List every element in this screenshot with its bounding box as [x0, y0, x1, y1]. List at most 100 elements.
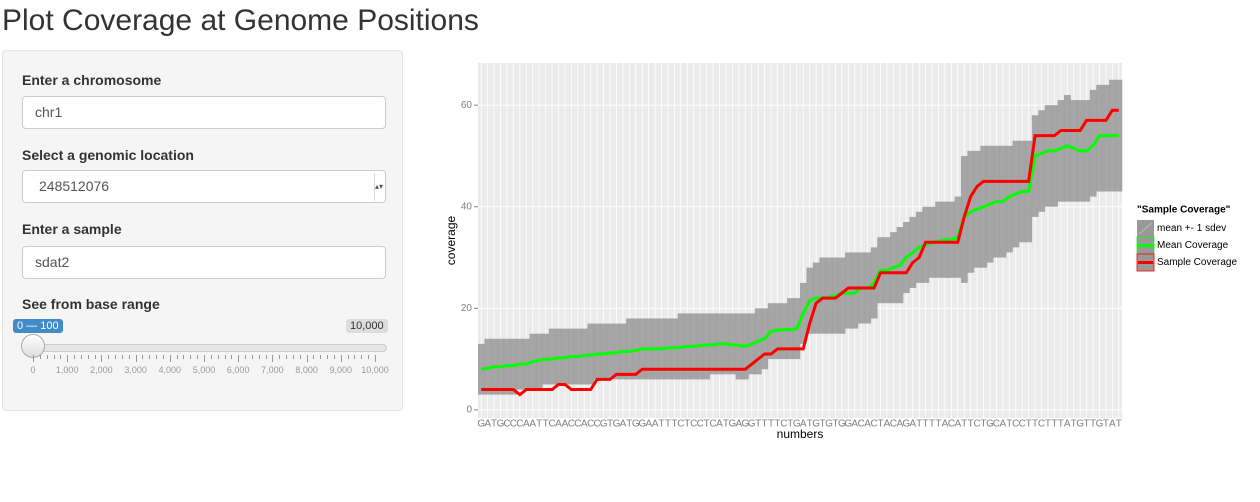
legend-key-line: [1138, 222, 1153, 235]
x-tick-label: T: [1045, 419, 1051, 430]
x-tick-label: T: [658, 419, 664, 430]
slider-minor-tick: [292, 355, 294, 359]
x-tick-label: T: [1058, 419, 1064, 430]
x-tick-label: G: [838, 419, 846, 430]
sdev-band: [1038, 110, 1046, 212]
slider-minor-tick: [361, 355, 363, 359]
slider-handle[interactable]: [21, 334, 45, 358]
x-tick-label: C: [574, 419, 581, 430]
slider-tick-label: 7,000: [261, 365, 284, 375]
x-tick-label: G: [793, 419, 801, 430]
sdev-band: [600, 323, 608, 380]
x-tick-label: A: [562, 419, 569, 430]
slider-minor-tick: [115, 355, 117, 359]
x-tick-label: T: [684, 419, 690, 430]
slider-minor-tick: [354, 355, 356, 359]
x-tick-label: T: [807, 419, 813, 430]
x-tick-label: T: [704, 419, 710, 430]
sdev-band: [838, 257, 846, 334]
x-tick-label: T: [768, 419, 774, 430]
x-tick-label: G: [825, 419, 833, 430]
slider-tick: [135, 355, 137, 362]
sdev-band: [593, 323, 601, 380]
slider-minor-tick: [197, 355, 199, 359]
x-tick-label: T: [671, 419, 677, 430]
slider-track[interactable]: [33, 344, 387, 352]
slider-minor-tick: [333, 355, 335, 359]
y-tick-label: 60: [461, 100, 473, 111]
x-tick-label: T: [1026, 419, 1032, 430]
x-tick-label: T: [929, 419, 935, 430]
x-tick-label: T: [819, 419, 825, 430]
x-tick-label: G: [638, 419, 646, 430]
slider-tick-label: 6,000: [226, 365, 250, 375]
slider-tick-label: 9,000: [329, 365, 353, 375]
slider-tick-label: 4,000: [158, 365, 182, 375]
sdev-band: [819, 257, 827, 334]
x-tick-label: C: [594, 419, 601, 430]
slider-minor-tick: [53, 355, 55, 359]
x-tick-label: C: [677, 419, 684, 430]
x-tick-label: T: [832, 419, 838, 430]
slider-minor-tick: [94, 355, 96, 359]
x-tick-label: T: [968, 419, 974, 430]
x-tick-label: A: [735, 419, 742, 430]
x-tick-label: C: [709, 419, 716, 430]
x-tick-label: T: [491, 419, 497, 430]
sdev-band: [1115, 79, 1123, 192]
slider-minor-tick: [245, 355, 247, 359]
x-tick-label: A: [716, 419, 723, 430]
x-tick-label: T: [980, 419, 986, 430]
x-tick-label: T: [536, 419, 542, 430]
x-tick-label: T: [923, 419, 929, 430]
x-tick-label: T: [961, 419, 967, 430]
sample-input[interactable]: sdat2: [22, 246, 386, 279]
x-tick-label: G: [1096, 419, 1104, 430]
x-tick-label: A: [645, 419, 652, 430]
sdev-band: [1051, 105, 1058, 207]
x-tick-label: A: [800, 419, 807, 430]
x-tick-label: G: [812, 419, 820, 430]
x-tick-label: G: [844, 419, 852, 430]
x-tick-label: C: [870, 419, 877, 430]
y-tick-label: 20: [461, 303, 473, 314]
select-value: 248512076: [39, 178, 110, 194]
slider-tick: [204, 355, 205, 362]
slider-tick: [33, 355, 34, 362]
slider-minor-tick: [210, 355, 212, 359]
slider-max: 10,000: [346, 319, 388, 333]
x-tick-label: T: [1090, 419, 1096, 430]
slider-minor-tick: [87, 355, 89, 359]
x-tick-label: C: [697, 419, 704, 430]
slider-tick: [375, 355, 376, 362]
slider-tick: [101, 355, 103, 362]
slider-minor-tick: [74, 355, 76, 359]
sdev-band: [1102, 84, 1110, 192]
x-tick-label: G: [741, 419, 749, 430]
x-tick-label: A: [652, 419, 659, 430]
x-tick-label: T: [607, 419, 613, 430]
chromosome-input[interactable]: chr1: [22, 96, 386, 129]
x-tick-label: T: [1103, 419, 1109, 430]
x-tick-label: C: [548, 419, 555, 430]
y-axis-label: coverage: [444, 215, 458, 265]
x-tick-label: T: [1084, 419, 1090, 430]
x-tick-label: T: [787, 419, 793, 430]
slider-minor-tick: [265, 355, 267, 359]
slider-minor-tick: [299, 355, 301, 359]
x-tick-label: G: [613, 419, 621, 430]
legend-label: Mean Coverage: [1157, 240, 1229, 251]
x-tick-label: T: [665, 419, 671, 430]
input-label: See from base range: [22, 296, 160, 312]
x-tick-label: C: [1019, 419, 1026, 430]
x-tick-label: C: [510, 419, 517, 430]
x-tick-label: G: [728, 419, 736, 430]
x-tick-label: T: [755, 419, 761, 430]
location-select[interactable]: 248512076 ▴▾: [22, 170, 386, 203]
x-tick-label: T: [543, 419, 549, 430]
slider-minor-tick: [231, 355, 233, 359]
slider-tick-label: 1,000: [55, 365, 79, 375]
x-tick-label: T: [916, 419, 922, 430]
sdev-band: [1070, 100, 1078, 202]
